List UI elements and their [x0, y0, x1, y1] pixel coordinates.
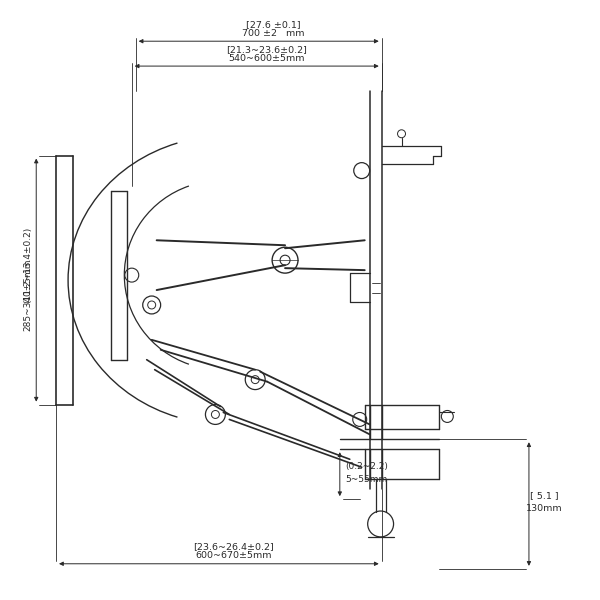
- Text: [23.6~26.4±0.2]: [23.6~26.4±0.2]: [193, 542, 274, 551]
- Text: 5~55mm: 5~55mm: [345, 475, 387, 484]
- Text: (11.2~13.4±0.2): (11.2~13.4±0.2): [23, 227, 32, 303]
- Text: [27.6 ±0.1]: [27.6 ±0.1]: [247, 20, 301, 29]
- Text: 700 ±2   mm: 700 ±2 mm: [242, 29, 305, 38]
- Text: 600~670±5mm: 600~670±5mm: [196, 551, 272, 560]
- Text: [ 5.1 ]: [ 5.1 ]: [530, 491, 558, 500]
- Text: [21.3~23.6±0.2]: [21.3~23.6±0.2]: [226, 44, 307, 53]
- Text: 540~600±5mm: 540~600±5mm: [229, 53, 305, 62]
- Text: 130mm: 130mm: [526, 503, 562, 512]
- Text: (0.2~2.2): (0.2~2.2): [345, 462, 388, 471]
- Text: 285~340±5mm: 285~340±5mm: [23, 259, 32, 331]
